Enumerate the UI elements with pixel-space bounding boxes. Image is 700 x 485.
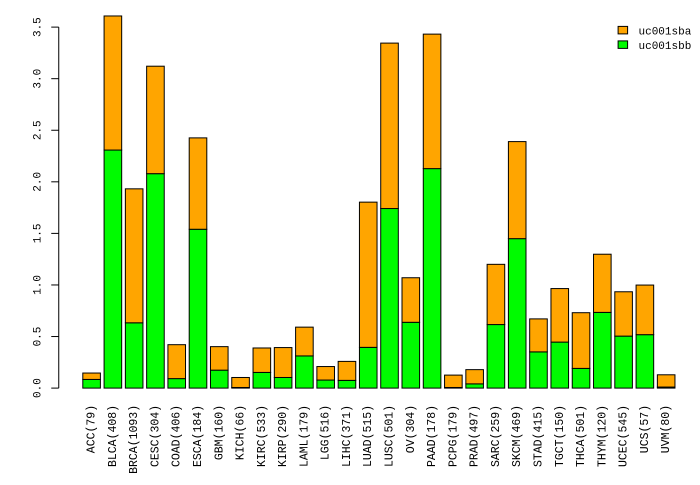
svg-text:LAML(179): LAML(179) [298,405,311,467]
svg-text:KICH(66): KICH(66) [235,405,248,460]
svg-text:ACC(79): ACC(79) [86,405,99,453]
svg-text:BLCA(408): BLCA(408) [107,405,120,467]
svg-text:KIRP(290): KIRP(290) [277,405,290,467]
svg-text:3.0: 3.0 [33,69,45,89]
svg-text:CESC(304): CESC(304) [149,405,162,467]
svg-text:SKCM(469): SKCM(469) [511,405,524,467]
svg-text:UVM(80): UVM(80) [660,405,673,453]
svg-text:2.5: 2.5 [33,120,45,140]
svg-text:GBM(160): GBM(160) [213,405,226,460]
svg-text:1.5: 1.5 [33,223,45,243]
svg-text:PCPG(179): PCPG(179) [447,405,460,467]
svg-text:UCEC(545): UCEC(545) [618,405,631,467]
svg-text:KIRC(533): KIRC(533) [256,405,269,467]
svg-text:BRCA(1093): BRCA(1093) [128,405,141,474]
svg-text:0.5: 0.5 [33,327,45,347]
svg-text:THCA(501): THCA(501) [575,405,588,467]
svg-text:COAD(406): COAD(406) [171,405,184,467]
svg-text:PRAD(497): PRAD(497) [469,405,482,467]
svg-text:1.0: 1.0 [33,275,45,295]
svg-text:LIHC(371): LIHC(371) [341,405,354,467]
svg-text:uc001sbb: uc001sbb [639,41,692,53]
svg-text:PAAD(178): PAAD(178) [426,405,439,467]
svg-text:TGCT(150): TGCT(150) [554,405,567,467]
svg-text:LUSC(501): LUSC(501) [384,405,397,467]
svg-text:SARC(259): SARC(259) [490,405,503,467]
svg-text:OV(304): OV(304) [405,405,418,453]
svg-text:ESCA(184): ESCA(184) [192,405,205,467]
svg-text:3.5: 3.5 [33,17,45,37]
svg-text:0.0: 0.0 [33,378,45,398]
svg-text:LGG(516): LGG(516) [320,405,333,460]
svg-text:2.0: 2.0 [33,172,45,192]
svg-text:STAD(415): STAD(415) [532,405,545,467]
svg-text:LUAD(515): LUAD(515) [362,405,375,467]
svg-text:THYM(120): THYM(120) [596,405,609,467]
svg-text:UCS(57): UCS(57) [639,405,652,453]
svg-text:uc001sba: uc001sba [639,27,692,39]
